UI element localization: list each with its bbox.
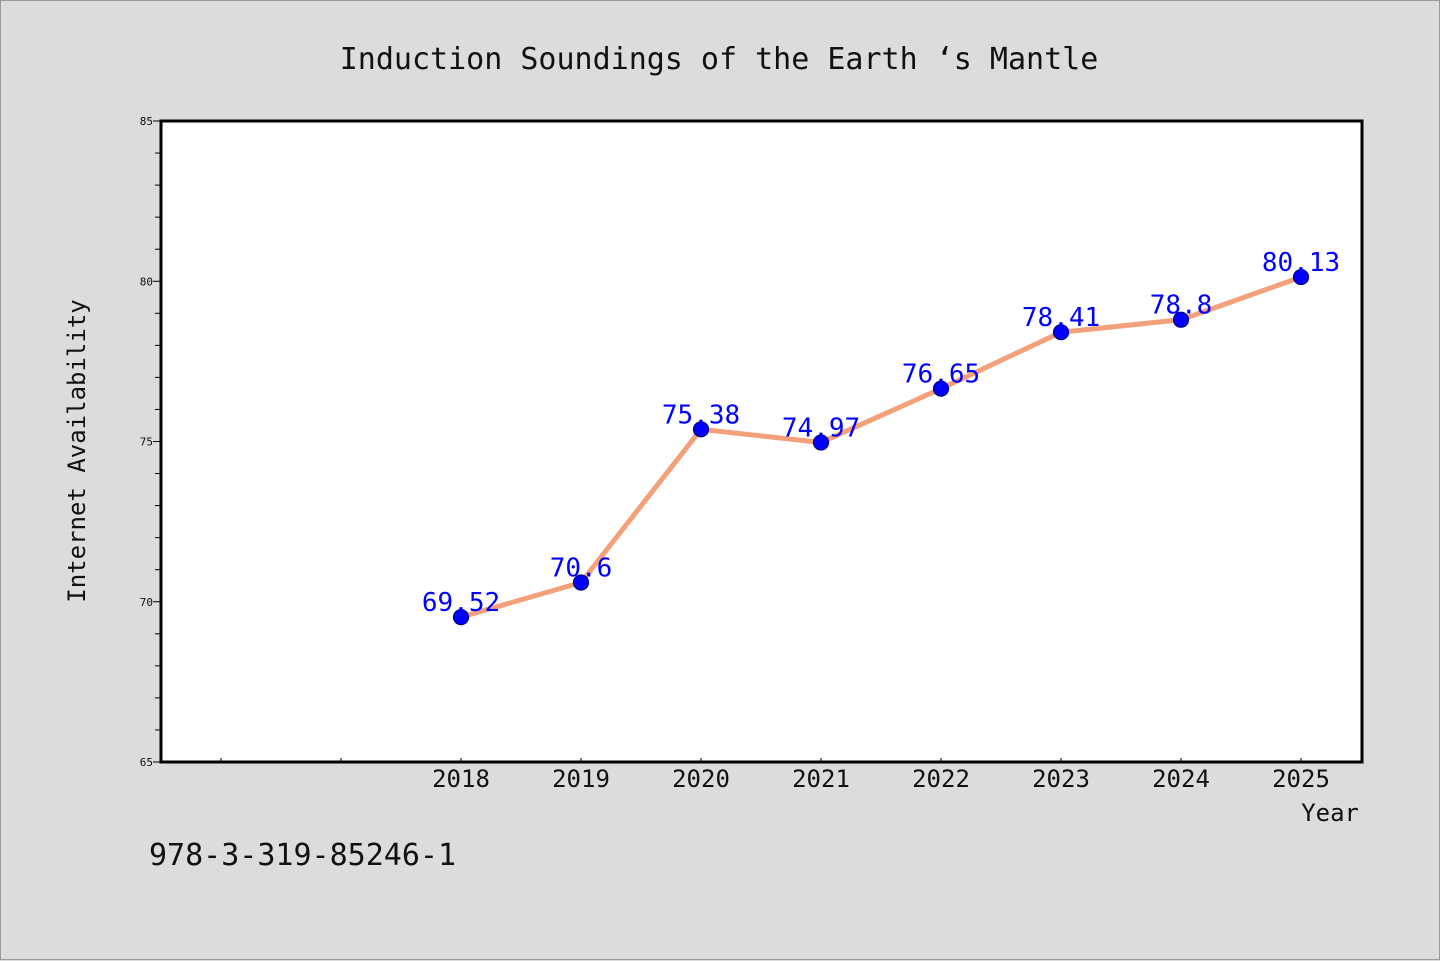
x-tick-label: 2024	[1152, 765, 1210, 793]
x-tick-label: 2018	[432, 765, 490, 793]
y-tick-label: 70	[140, 596, 153, 609]
data-label: 76.65	[902, 360, 980, 390]
data-point	[572, 574, 590, 591]
data-point	[692, 421, 710, 438]
data-label: 70.6	[550, 554, 613, 584]
x-tick-label: 2022	[912, 765, 970, 793]
data-point	[1052, 324, 1070, 341]
footer-code: 978-3-319-85246-1	[149, 838, 456, 873]
data-label: 75.38	[662, 400, 740, 430]
x-tick-label: 2023	[1032, 765, 1090, 793]
data-label-group: 69.52 70.6 75.38 74.97 76.65 78.41 78.8 80.13	[422, 248, 1340, 618]
x-tick-label: 2021	[792, 765, 850, 793]
chart-title: Induction Soundings of the Earth ‘s Mant…	[340, 42, 1099, 77]
x-tick-label: 2025	[1272, 765, 1330, 793]
x-tick-label: 2020	[672, 765, 730, 793]
y-axis-label: Internet Availability	[63, 299, 91, 602]
x-axis-label: Year	[1301, 799, 1359, 827]
data-label: 74.97	[782, 413, 860, 443]
y-tick-label: 80	[140, 275, 153, 288]
data-label: 69.52	[422, 588, 500, 618]
y-tick-label: 65	[140, 756, 153, 769]
y-tick-label: 85	[140, 115, 153, 128]
data-point	[452, 609, 470, 626]
x-axis: 2018 2019 2020 2021 2022 2023 2024 2025	[220, 758, 1330, 793]
series-line	[458, 274, 1304, 620]
x-tick-label: 2019	[552, 765, 610, 793]
y-axis: 65 70 75 80 85	[140, 115, 161, 769]
plot-area	[159, 119, 1364, 764]
series-line-group	[452, 268, 1310, 626]
data-point	[812, 434, 830, 451]
data-label: 80.13	[1262, 248, 1340, 278]
data-point	[1172, 311, 1190, 328]
data-point	[1292, 268, 1310, 286]
y-tick-label: 75	[140, 436, 153, 449]
data-label: 78.8	[1150, 291, 1213, 321]
data-point	[932, 380, 950, 397]
data-label: 78.41	[1022, 303, 1100, 333]
